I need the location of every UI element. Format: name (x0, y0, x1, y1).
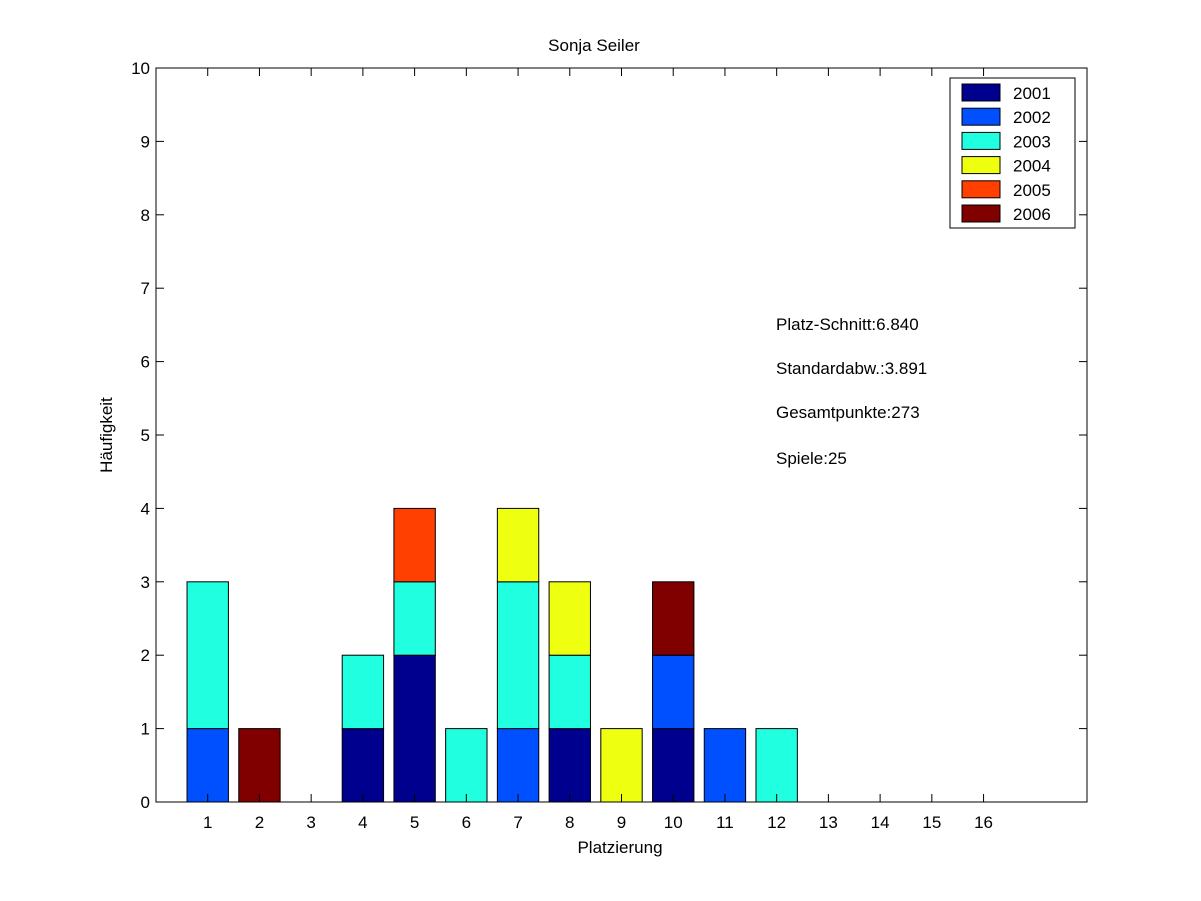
bar-2003-pos-6 (445, 728, 488, 803)
x-tick-label: 3 (306, 813, 315, 832)
x-axis-label: Platzierung (577, 838, 662, 857)
bar-2004-pos-8 (548, 581, 591, 656)
annotation-spiele: Spiele:25 (776, 449, 847, 468)
y-tick-label: 10 (131, 59, 150, 78)
annotation-standardabw: Standardabw.:3.891 (776, 359, 927, 378)
legend-box (949, 77, 1076, 229)
bar-2001-pos-4 (341, 728, 385, 803)
bar-2002-pos-7 (496, 728, 540, 803)
bar-2003-pos-1 (186, 581, 229, 730)
legend-swatch-2001 (961, 83, 1001, 102)
y-tick-label: 2 (141, 646, 150, 665)
x-tick-label: 13 (819, 813, 838, 832)
bars-layer (186, 507, 798, 803)
x-tick-label: 7 (513, 813, 522, 832)
stats-annotations: Platz-Schnitt:6.840 Standardabw.:3.891 G… (776, 315, 927, 468)
x-tick-label: 16 (974, 813, 993, 832)
legend-label-2002: 2002 (1013, 108, 1051, 127)
bar-2003-pos-5 (393, 581, 436, 656)
bar-2004-pos-9 (600, 728, 643, 803)
x-tick-label: 1 (203, 813, 212, 832)
legend-label-2001: 2001 (1013, 84, 1051, 103)
legend-swatch-2002 (961, 107, 1001, 126)
y-tick-label: 0 (141, 793, 150, 812)
y-tick-label: 7 (141, 279, 150, 298)
bar-2001-pos-10 (652, 728, 695, 803)
x-tick-label: 6 (462, 813, 471, 832)
y-axis-label: Häufigkeit (97, 397, 116, 473)
bar-2003-pos-12 (755, 728, 798, 803)
legend-swatch-2004 (961, 156, 1001, 175)
bar-2005-pos-5 (393, 507, 436, 583)
bar-2003-pos-7 (496, 581, 540, 730)
legend-label-2005: 2005 (1013, 181, 1051, 200)
legend-swatch-2006 (961, 204, 1001, 223)
y-tick-label: 1 (141, 720, 150, 739)
legend-swatch-2003 (961, 131, 1001, 150)
x-tick-label: 2 (255, 813, 264, 832)
x-tick-label: 12 (767, 813, 786, 832)
y-tick-label: 6 (141, 353, 150, 372)
bar-2002-pos-11 (703, 728, 747, 803)
ticks-layer (156, 67, 1087, 803)
legend-label-2006: 2006 (1013, 205, 1051, 224)
x-tick-label: 10 (664, 813, 683, 832)
legend-label-2004: 2004 (1013, 157, 1051, 176)
y-tick-label: 5 (141, 426, 150, 445)
legend: 2001 2002 2003 2004 2005 2006 (949, 77, 1076, 229)
bar-2003-pos-4 (341, 654, 385, 730)
bar-2006-pos-2 (238, 728, 281, 803)
legend-swatch-2005 (961, 180, 1001, 199)
bar-2006-pos-10 (652, 581, 695, 656)
y-tick-label: 9 (141, 132, 150, 151)
bar-2002-pos-10 (652, 654, 695, 730)
bar-2001-pos-8 (548, 728, 591, 803)
annotation-gesamtpunkte: Gesamtpunkte:273 (776, 403, 920, 422)
x-tick-label: 9 (617, 813, 626, 832)
x-tick-label: 11 (716, 813, 734, 832)
bar-2003-pos-8 (548, 654, 591, 730)
x-tick-label: 5 (410, 813, 419, 832)
bar-2002-pos-1 (186, 728, 229, 803)
annotation-platz-schnitt: Platz-Schnitt:6.840 (776, 315, 919, 334)
bar-2004-pos-7 (496, 507, 540, 583)
y-tick-label: 3 (141, 573, 150, 592)
x-tick-label: 8 (565, 813, 574, 832)
bar-2001-pos-5 (393, 654, 436, 803)
x-tick-label: 14 (871, 813, 890, 832)
x-tick-label: 15 (922, 813, 941, 832)
y-tick-label: 4 (141, 499, 150, 518)
x-tick-label: 4 (358, 813, 367, 832)
chart-title: Sonja Seiler (548, 36, 640, 55)
y-tick-label: 8 (141, 206, 150, 225)
legend-items: 2001 2002 2003 2004 2005 2006 (961, 83, 1051, 224)
legend-label-2003: 2003 (1013, 132, 1051, 151)
